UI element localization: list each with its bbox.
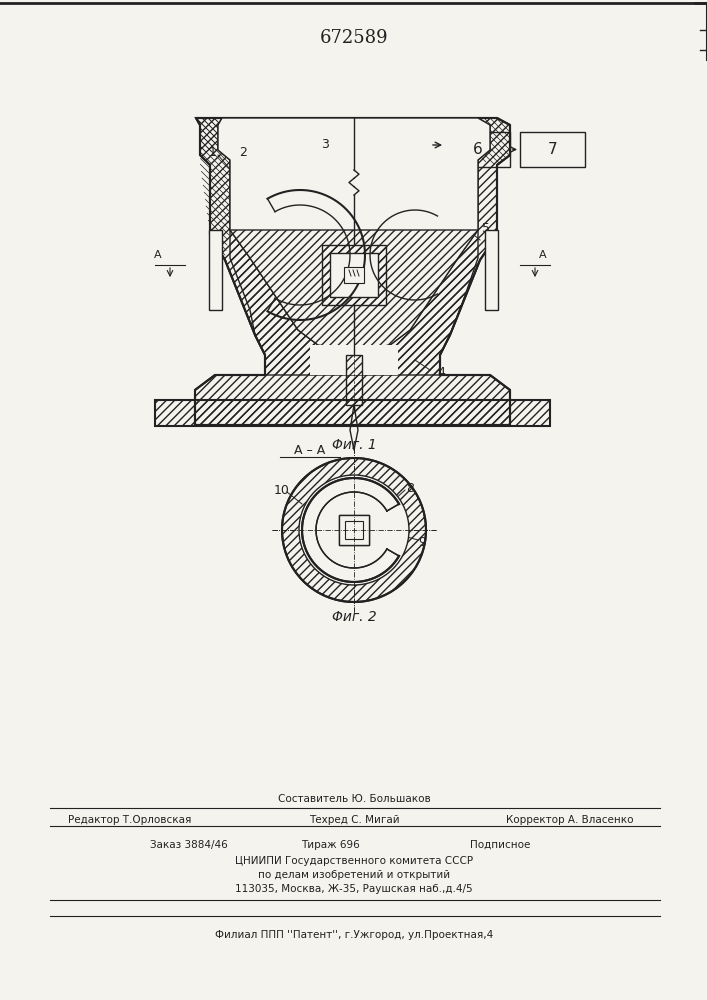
Text: 10: 10 [274,484,290,496]
Text: 6: 6 [472,142,482,157]
Bar [520,132,585,167]
Text: 1: 1 [209,145,217,158]
Text: 2: 2 [239,145,247,158]
Text: 9: 9 [418,536,426,548]
Polygon shape [209,230,222,310]
Text: Подписное: Подписное [470,840,530,850]
Text: 5: 5 [482,222,490,234]
Text: 7: 7 [548,142,557,157]
Text: 8: 8 [406,482,414,494]
Text: 4: 4 [437,365,445,378]
Bar [345,521,363,539]
Text: Филиал ППП ''Патент'', г.Ужгород, ул.Проектная,4: Филиал ППП ''Патент'', г.Ужгород, ул.Про… [215,930,493,940]
Polygon shape [310,345,398,375]
Ellipse shape [299,475,409,585]
Bar [339,515,369,545]
Text: Φиг. 1: Φиг. 1 [332,438,376,452]
Text: 672589: 672589 [320,29,388,47]
Text: Заказ 3884/46: Заказ 3884/46 [150,840,228,850]
Text: A – A: A – A [294,444,326,457]
Text: 113035, Москва, Ж-35, Раушская наб.,д.4/5: 113035, Москва, Ж-35, Раушская наб.,д.4/… [235,884,473,894]
Text: Редактор Т.Орловская: Редактор Т.Орловская [69,815,192,825]
Bar [344,267,364,283]
Text: Тираж 696: Тираж 696 [300,840,359,850]
Bar [165,400,540,426]
Text: Корректор А. Власенко: Корректор А. Власенко [506,815,633,825]
Text: Техред С. Мигай: Техред С. Мигай [309,815,399,825]
Text: Φиг. 2: Φиг. 2 [332,610,376,624]
Text: ЦНИИПИ Государственного комитета СССР: ЦНИИПИ Государственного комитета СССР [235,856,473,866]
Text: 3: 3 [321,138,329,151]
Text: A: A [154,250,162,260]
Polygon shape [485,230,498,310]
Polygon shape [330,253,378,297]
Text: A: A [539,250,547,260]
Bar [345,521,363,539]
Text: Составитель Ю. Большаков: Составитель Ю. Большаков [278,794,431,804]
Polygon shape [218,118,490,350]
Bar [445,132,510,167]
Bar [339,515,369,545]
Text: по делам изобретений и открытий: по делам изобретений и открытий [258,870,450,880]
